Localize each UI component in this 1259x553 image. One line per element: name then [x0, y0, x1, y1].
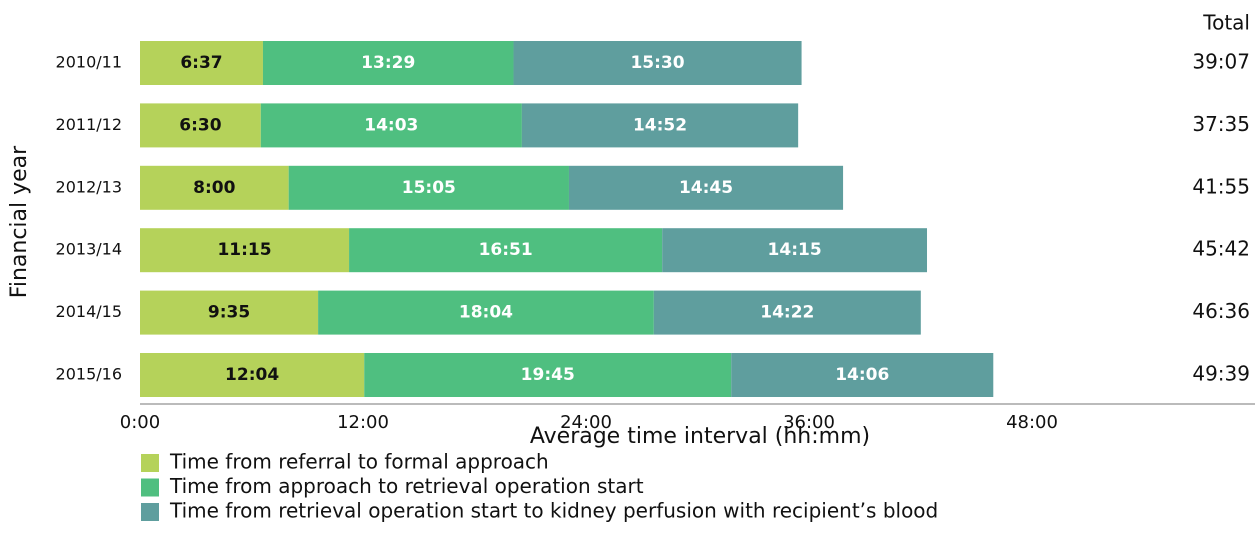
- y-tick-label: 2013/14: [56, 240, 122, 259]
- total-header: Total: [1202, 11, 1250, 35]
- total-label: 49:39: [1192, 362, 1250, 386]
- bar-segment: [140, 353, 365, 397]
- bar-segment: [140, 228, 350, 273]
- bar-value-label: 18:04: [459, 303, 513, 323]
- bar-segment: [521, 103, 799, 148]
- legend-swatch: [141, 503, 159, 521]
- legend-swatch: [141, 478, 159, 497]
- bar-value-label: 8:00: [193, 178, 235, 198]
- bar-segment: [349, 228, 663, 273]
- bar-segment: [140, 103, 261, 148]
- total-label: 39:07: [1192, 50, 1250, 74]
- bar-value-label: 14:22: [760, 303, 814, 323]
- bar-value-label: 9:35: [208, 303, 250, 323]
- bar-segment: [653, 290, 921, 335]
- legend-label: Time from referral to formal approach: [169, 450, 549, 474]
- bar-value-label: 19:45: [521, 365, 575, 385]
- bar-segment: [260, 103, 522, 148]
- bar-value-label: 14:03: [364, 115, 418, 135]
- bar-value-label: 15:30: [630, 53, 684, 73]
- bar-segment: [513, 41, 802, 85]
- y-tick-label: 2015/16: [56, 365, 122, 384]
- y-tick-label: 2010/11: [56, 53, 122, 72]
- bar-value-label: 14:06: [835, 365, 889, 385]
- x-tick-label: 24:00: [560, 412, 612, 433]
- x-tick-label: 12:00: [337, 412, 389, 433]
- bar-segment: [568, 165, 844, 210]
- y-tick-label: 2012/13: [56, 177, 122, 196]
- bar-segment: [364, 353, 732, 397]
- bar-value-label: 13:29: [361, 53, 415, 73]
- total-label: 46:36: [1192, 299, 1250, 323]
- legend-label: Time from approach to retrieval operatio…: [169, 474, 644, 498]
- legend-swatch: [141, 454, 159, 472]
- bar-segment: [318, 290, 654, 335]
- bar-segment: [731, 353, 994, 397]
- y-tick-label: 2014/15: [56, 302, 122, 321]
- legend-label: Time from retrieval operation start to k…: [169, 499, 938, 523]
- bar-segment: [662, 228, 928, 273]
- bar-value-label: 15:05: [402, 178, 456, 198]
- y-axis-title: Financial year: [7, 145, 32, 298]
- total-label: 41:55: [1192, 174, 1250, 198]
- y-tick-label: 2011/12: [56, 115, 122, 134]
- bar-value-label: 14:15: [768, 240, 822, 260]
- bar-segment: [262, 41, 514, 85]
- bar-value-label: 6:37: [180, 53, 222, 73]
- bar-value-label: 12:04: [225, 365, 279, 385]
- bar-segment: [140, 41, 263, 85]
- bar-segment: [288, 165, 569, 210]
- x-tick-label: 36:00: [783, 412, 835, 433]
- total-label: 45:42: [1192, 237, 1250, 261]
- bar-value-label: 16:51: [479, 240, 533, 260]
- x-tick-label: 48:00: [1006, 412, 1058, 433]
- bar-value-label: 14:45: [679, 178, 733, 198]
- bar-value-label: 14:52: [633, 115, 687, 135]
- x-tick-label: 0:00: [120, 412, 160, 433]
- bar-segment: [140, 165, 289, 210]
- total-label: 37:35: [1192, 112, 1250, 136]
- x-axis-title: Average time interval (hh:mm): [530, 424, 870, 449]
- bar-value-label: 6:30: [179, 115, 221, 135]
- bar-segment: [140, 290, 319, 335]
- bar-value-label: 11:15: [217, 240, 271, 260]
